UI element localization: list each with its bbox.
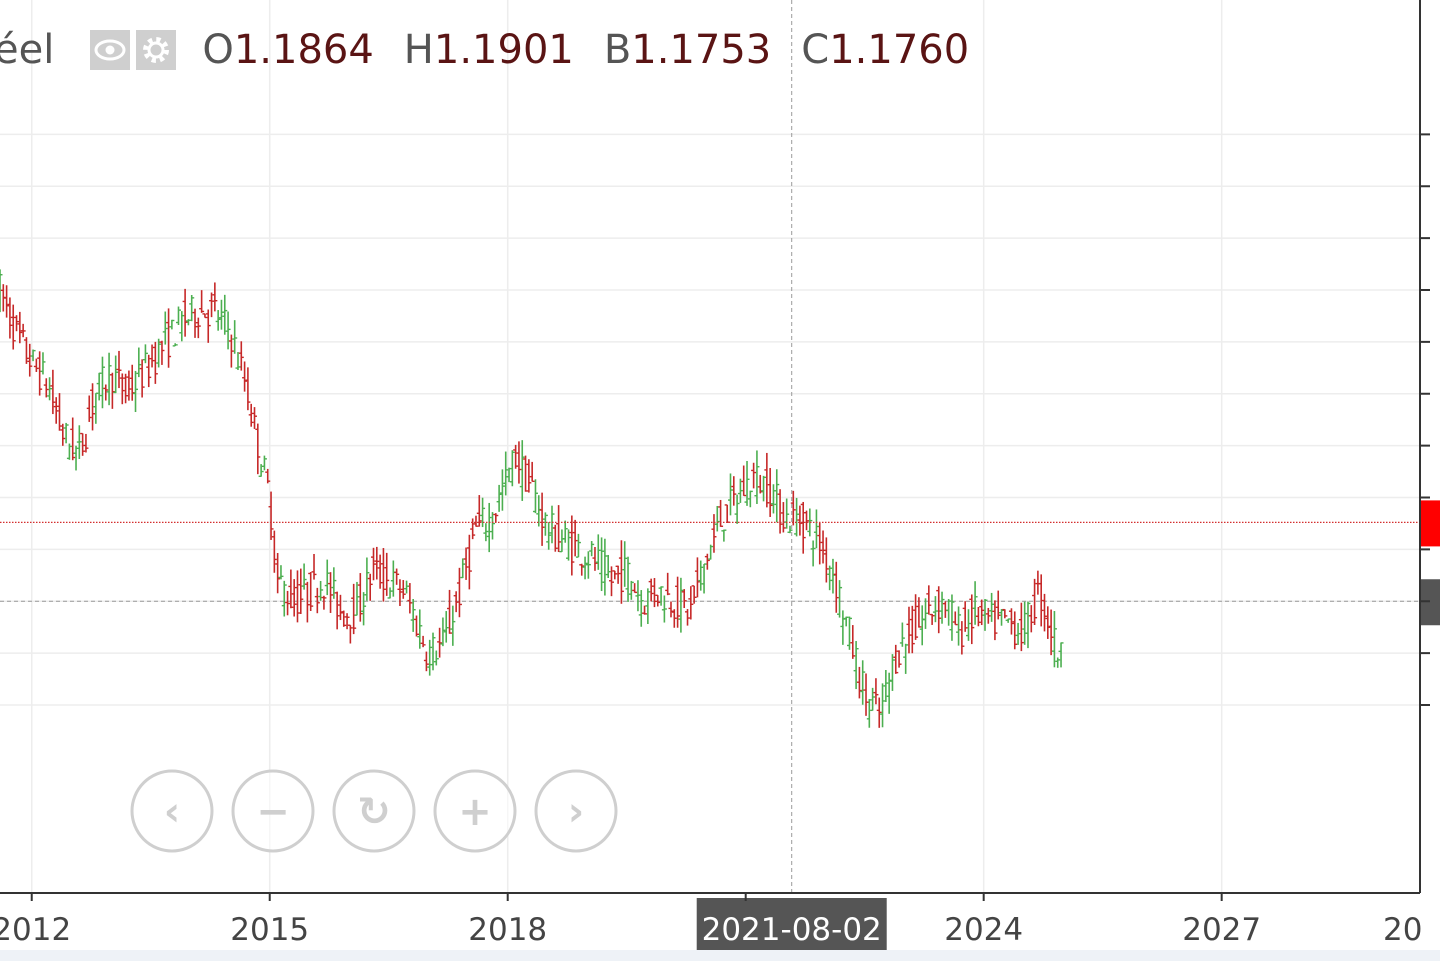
gear-icon[interactable] [136,30,177,70]
navigation-controls[interactable]: ‹ − ↻ + › [130,769,618,853]
x-tick-label: 2012 [0,912,71,948]
chart-legend: éel O 1.1864 H 1.1901 B 1.1753 C 1.1760 [0,22,979,78]
high-value: 1.1901 [433,27,574,73]
pan-right-button[interactable]: › [534,769,618,853]
high-label: H [403,27,434,73]
x-tick-label: 2018 [468,912,547,948]
open-value: 1.1864 [233,27,374,73]
eye-icon[interactable] [90,30,131,70]
reset-icon: ↻ [357,789,391,835]
nav-button-circle [332,769,416,853]
nav-button-circle [433,769,517,853]
nav-button-circle [534,769,618,853]
minus-icon: − [256,789,290,835]
x-tick-label: 2024 [944,912,1023,948]
zoom-in-button[interactable]: + [433,769,517,853]
low-value: 1.1753 [631,27,772,73]
nav-button-circle [231,769,315,853]
close-value: 1.1760 [829,27,970,73]
price-lines [0,500,1440,547]
crosshair-date-label: 2021-08-02 [702,912,882,948]
x-tick-label: 2027 [1182,912,1261,948]
close-label: C [801,27,830,73]
last-price-marker [1420,500,1440,547]
ohlc-bars [0,269,1064,728]
nav-button-circle [130,769,214,853]
zoom-out-button[interactable]: − [231,769,315,853]
series-name: éel [0,27,55,73]
chevron-left-icon: ‹ [164,789,180,835]
chevron-right-icon: › [568,789,584,835]
bottom-strip [0,950,1440,961]
low-label: B [603,27,632,73]
x-tick-label: 2015 [230,912,309,948]
grid-lines [0,0,1420,893]
plus-icon: + [458,789,492,835]
x-tick-label: 20 [1383,912,1422,948]
reset-button[interactable]: ↻ [332,769,416,853]
open-label: O [202,27,234,73]
crosshair-date-badge [696,898,887,953]
pan-left-button[interactable]: ‹ [130,769,214,853]
